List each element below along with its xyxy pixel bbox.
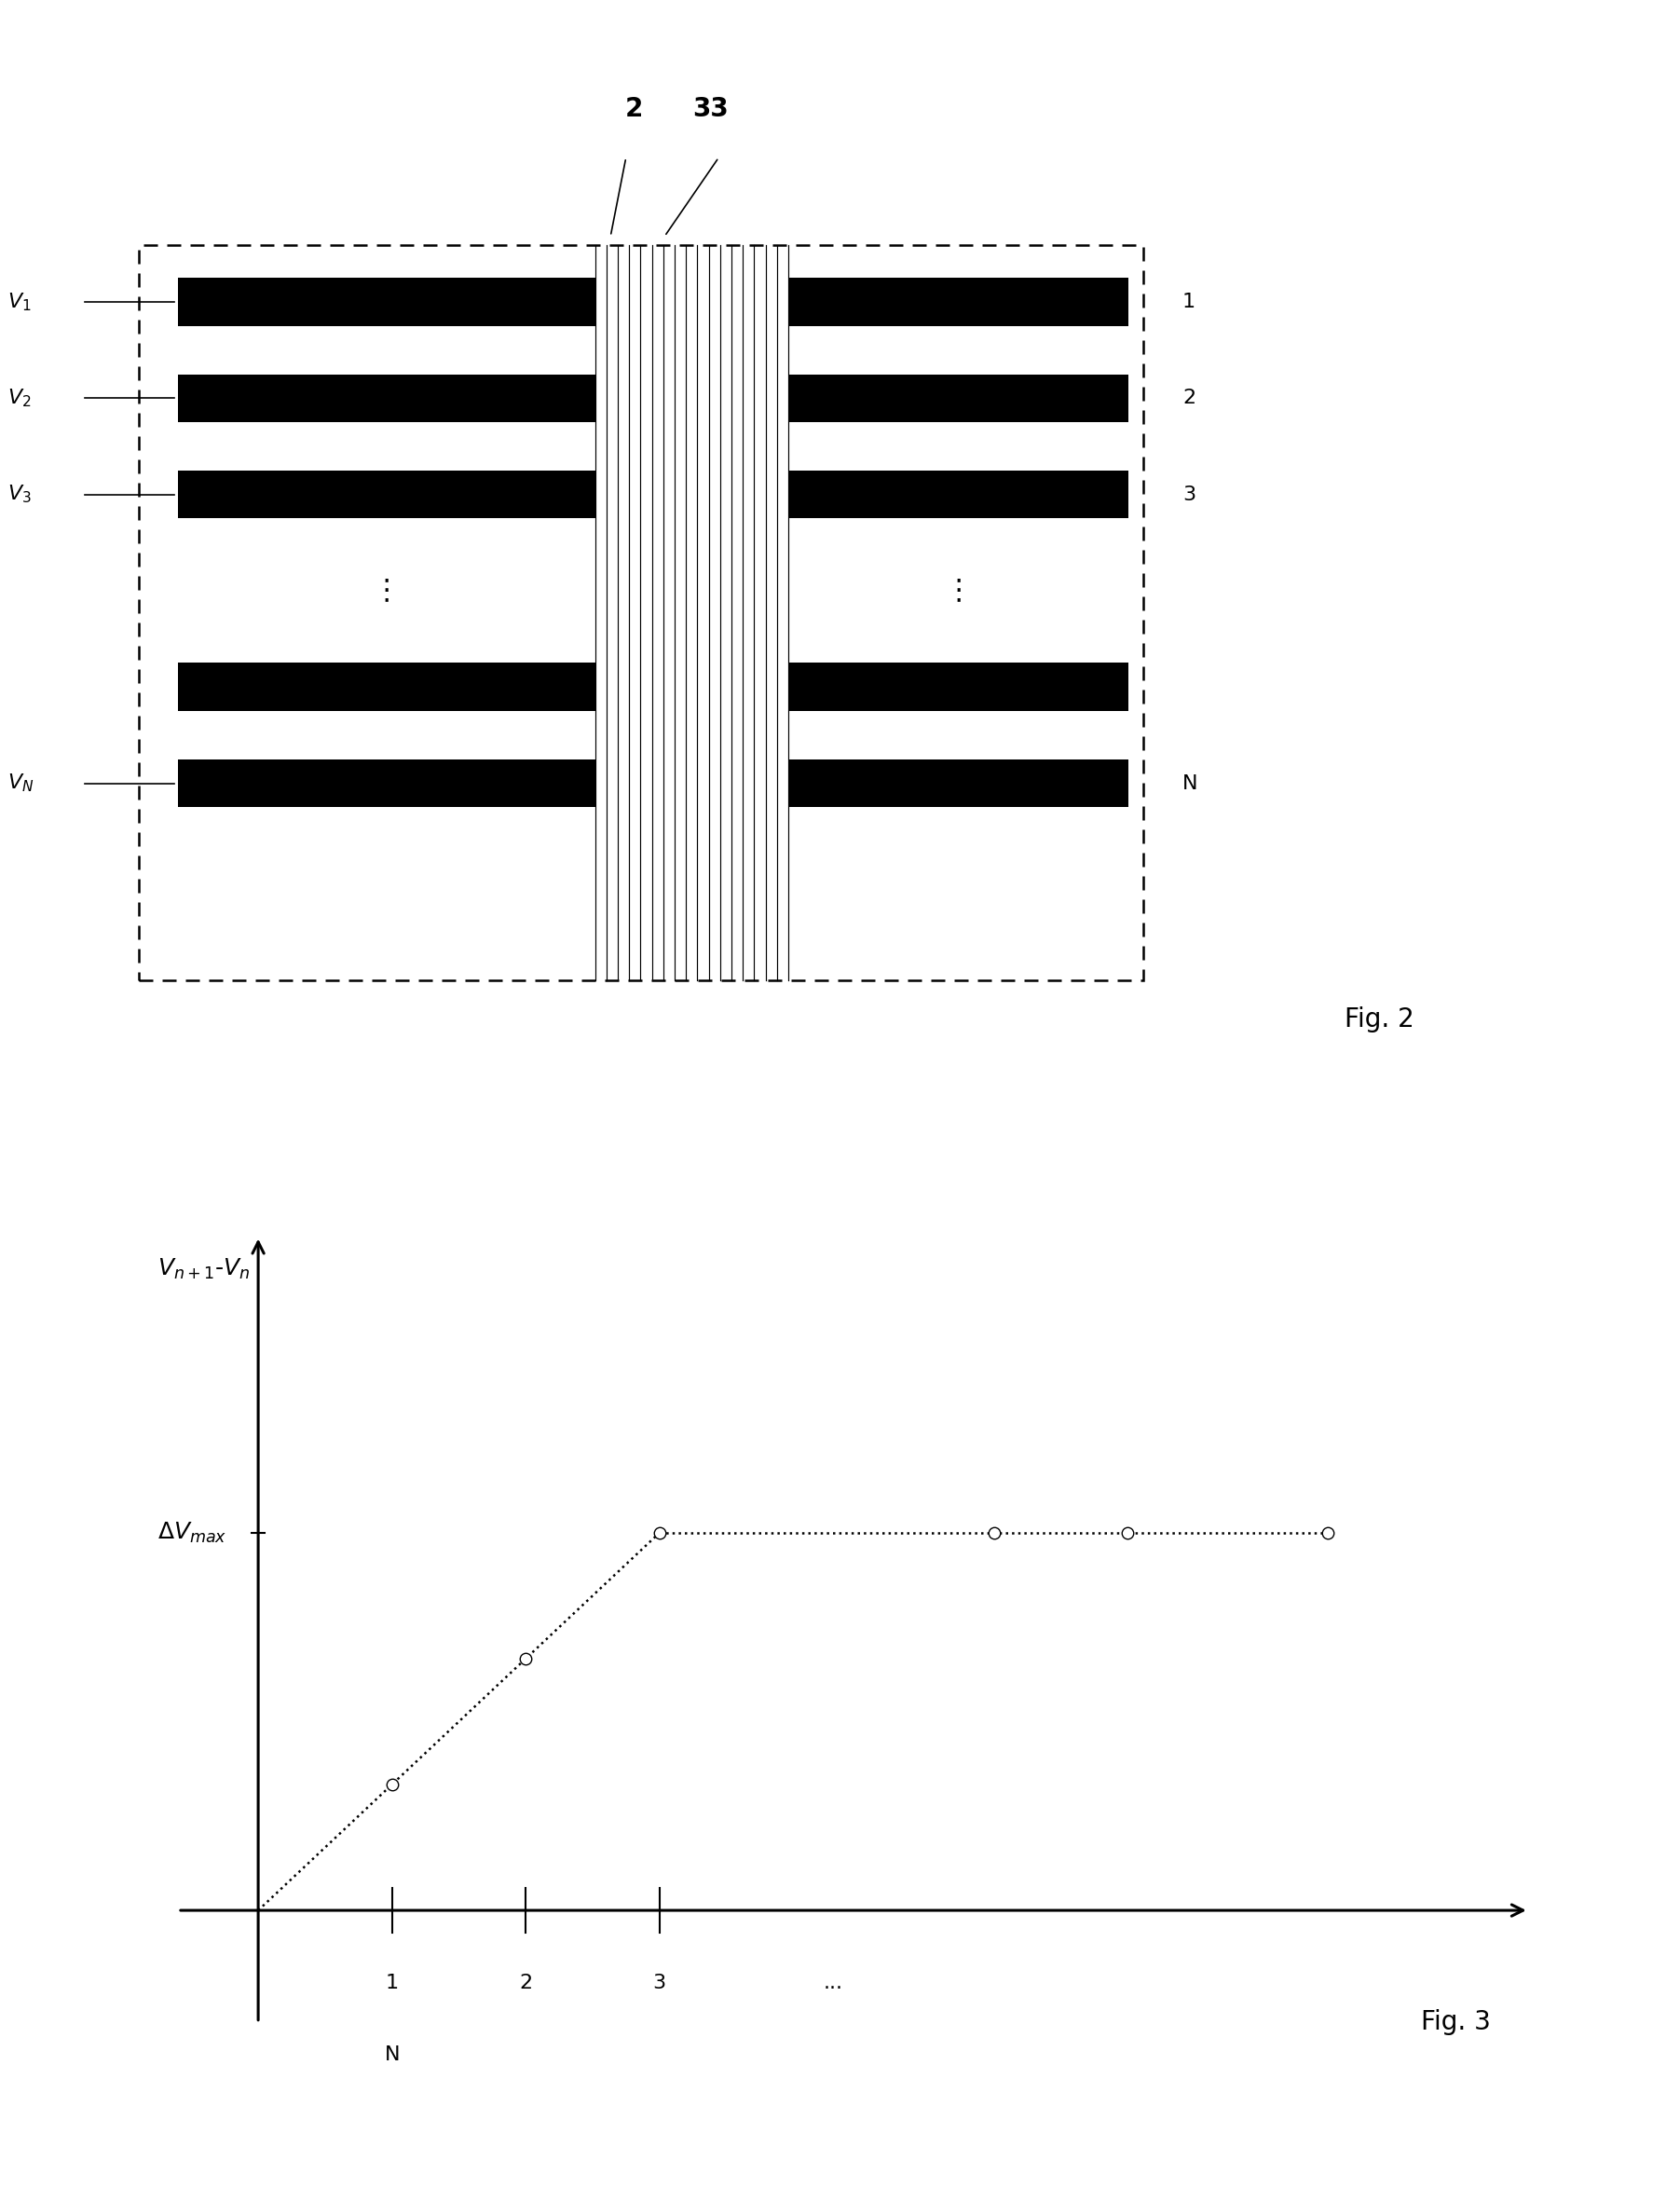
Text: 1: 1 <box>385 1974 398 1991</box>
Text: $V_1$: $V_1$ <box>8 291 32 313</box>
Text: 2: 2 <box>625 96 643 123</box>
Text: Fig. 2: Fig. 2 <box>1344 1006 1415 1033</box>
Text: 2: 2 <box>519 1974 533 1991</box>
Text: 3: 3 <box>654 1974 665 1991</box>
Bar <box>788 663 1129 711</box>
Bar <box>178 759 595 807</box>
Text: $V_{n+1}$-$V_n$: $V_{n+1}$-$V_n$ <box>158 1256 250 1280</box>
Text: $V_N$: $V_N$ <box>8 772 34 794</box>
Bar <box>788 374 1129 422</box>
Text: ⋮: ⋮ <box>944 578 973 604</box>
Bar <box>788 278 1129 326</box>
Text: 2: 2 <box>1183 389 1196 407</box>
Bar <box>788 759 1129 807</box>
Bar <box>178 374 595 422</box>
Text: 3: 3 <box>1183 486 1196 503</box>
Text: N: N <box>385 2046 400 2063</box>
Text: ⋮: ⋮ <box>373 578 400 604</box>
Text: $V_3$: $V_3$ <box>8 484 32 505</box>
Bar <box>178 470 595 519</box>
Text: ...: ... <box>823 1974 843 1991</box>
Bar <box>178 663 595 711</box>
Text: 1: 1 <box>1183 293 1196 311</box>
Bar <box>178 278 595 326</box>
Text: $V_2$: $V_2$ <box>8 387 32 409</box>
Bar <box>788 470 1129 519</box>
Text: $\Delta V_{max}$: $\Delta V_{max}$ <box>158 1521 227 1545</box>
Text: N: N <box>1183 775 1198 792</box>
Text: Fig. 3: Fig. 3 <box>1421 2009 1490 2035</box>
Text: 33: 33 <box>692 96 729 123</box>
